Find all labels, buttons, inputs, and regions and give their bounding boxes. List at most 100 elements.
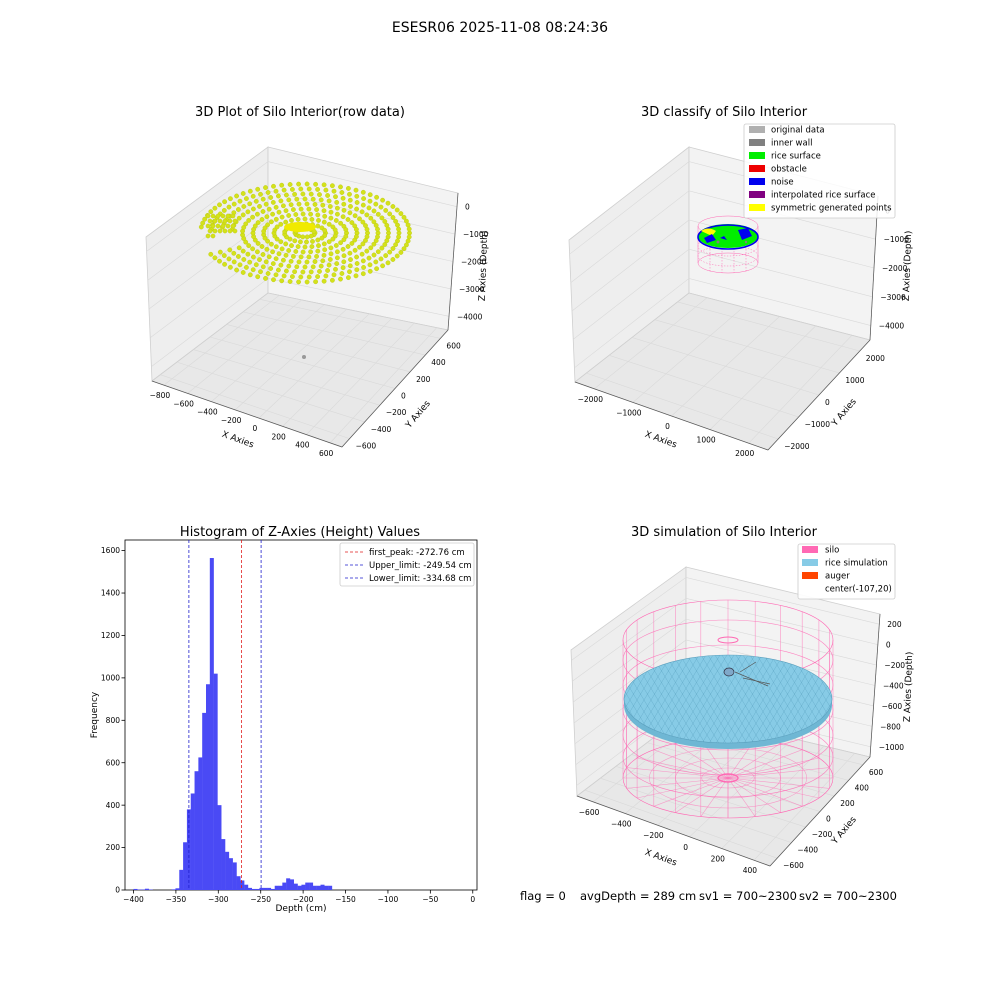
raw-x-tick-label: −200 xyxy=(221,416,242,425)
sim-z-tick-label: 0 xyxy=(886,641,891,650)
hist-y-ticks: 0 200 400 600 800 1000 1200 1400 1600 xyxy=(101,546,125,895)
cls-z-tick-label: −2000 xyxy=(882,264,908,273)
hist-y-tick-label: 1200 xyxy=(101,631,120,640)
raw-x-axis-line xyxy=(151,380,343,448)
status-line: flag = 0 avgDepth = 289 cm sv1 = 700~230… xyxy=(520,889,897,903)
hist-bar xyxy=(263,887,268,890)
raw-z-tick-label: 0 xyxy=(465,203,470,212)
hist-bar xyxy=(282,882,287,890)
hist-bar xyxy=(328,885,333,890)
hist-bar xyxy=(236,876,241,890)
hist-legend: first_peak: -272.76 cm Upper_limit: -249.… xyxy=(339,542,475,587)
cls-y-tick-label: −2000 xyxy=(784,442,810,451)
hist-x-tick-label: −250 xyxy=(250,895,271,904)
hist-reference-lines xyxy=(188,540,262,890)
classify-z-label: Z Axies (Depth) xyxy=(902,231,914,302)
hist-bar xyxy=(179,869,184,890)
classify-rice-surface xyxy=(697,224,759,250)
raw-x-tick-label: −800 xyxy=(150,391,171,400)
raw-z-ticks: 0 −1000 −2000 −3000 −4000 xyxy=(457,203,489,322)
hist-x-tick-label: −200 xyxy=(293,895,314,904)
status-sv1: sv1 = 700~2300 xyxy=(699,889,797,903)
sim-y-tick-label: 200 xyxy=(840,799,855,808)
hist-bar xyxy=(202,712,207,890)
hist-bar xyxy=(133,888,138,890)
classify-y-label: Y Axies xyxy=(830,397,859,429)
hist-bars xyxy=(133,558,333,890)
raw-y-tick-label: 400 xyxy=(431,358,446,367)
hist-bar xyxy=(175,888,180,890)
sim-x-tick-label: 400 xyxy=(743,866,758,875)
sim-title: 3D simulation of Silo Interior xyxy=(631,525,818,540)
classify-legend-swatch xyxy=(749,204,765,211)
figure-title: ESESR06 2025-11-08 08:24:36 xyxy=(392,20,608,36)
classify-legend-label: inner wall xyxy=(771,139,812,149)
classify-x-label: X Axies xyxy=(643,430,678,451)
hist-bar xyxy=(289,879,294,890)
sim-legend: silo rice simulation auger center(-107,20) xyxy=(797,543,896,600)
classify-y-axis-line xyxy=(767,339,871,451)
cls-z-tick-label: −1000 xyxy=(884,235,910,244)
cls-x-tick-label: 1000 xyxy=(697,436,716,445)
sim-x-label: X Axies xyxy=(643,848,678,869)
hist-y-tick-label: 1000 xyxy=(101,673,120,682)
sim-z-tick-label: −200 xyxy=(884,661,905,670)
hist-legend-label: Lower_limit: -334.68 cm xyxy=(369,574,471,584)
hist-bar xyxy=(301,884,306,890)
hist-x-tick-label: −300 xyxy=(208,895,229,904)
raw-y-label: Y Axies xyxy=(404,399,433,431)
hist-y-tick-label: 400 xyxy=(106,801,121,810)
panel-raw-3d: 3D Plot of Silo Interior(row data) −800−… xyxy=(145,105,490,458)
raw-y-axis-line xyxy=(341,329,449,448)
hist-x-ticks: −400 −350 −300 −250 −200 −150 −100 −50 0 xyxy=(123,890,475,904)
classify-legend: original data inner wall rice surface obsta… xyxy=(743,123,896,219)
sim-x-tick-label: −600 xyxy=(579,808,600,817)
raw-y-tick-label: −400 xyxy=(371,425,392,434)
sim-z-tick-label: −1000 xyxy=(879,743,905,752)
sim-legend-label: center(-107,20) xyxy=(825,585,892,595)
raw-title: 3D Plot of Silo Interior(row data) xyxy=(195,105,405,120)
hist-legend-label: first_peak: -272.76 cm xyxy=(369,548,465,558)
raw-z-tick-label: −4000 xyxy=(457,312,483,321)
raw-x-tick-label: −600 xyxy=(173,399,194,408)
hist-bar xyxy=(144,888,149,890)
raw-x-label: X Axies xyxy=(220,430,255,451)
hist-bar xyxy=(259,887,264,890)
hist-bar xyxy=(247,887,253,890)
classify-legend-swatch xyxy=(749,178,765,185)
hist-bar xyxy=(278,885,283,890)
hist-x-tick-label: 0 xyxy=(470,895,475,904)
cls-z-tick-label: −4000 xyxy=(879,322,905,331)
hist-bar xyxy=(316,885,321,890)
hist-legend-label: Upper_limit: -249.54 cm xyxy=(369,561,472,571)
cls-y-tick-label: 0 xyxy=(825,398,830,407)
raw-z-tick-label: −3000 xyxy=(459,285,485,294)
classify-legend-swatch xyxy=(749,139,765,146)
sim-y-label: Y Axies xyxy=(830,815,859,847)
sim-legend-swatch xyxy=(802,546,818,553)
sim-z-axis-line xyxy=(869,613,881,758)
hist-bar xyxy=(244,884,249,890)
hist-bar xyxy=(217,805,222,890)
raw-z-tick-label: −1000 xyxy=(463,230,489,239)
sim-z-tick-label: 200 xyxy=(887,620,902,629)
status-avg-depth: avgDepth = 289 cm xyxy=(580,889,696,903)
panel-simulation-3d: 3D simulation of Silo Interior −600−400−… xyxy=(570,525,915,875)
raw-x-tick-label: 200 xyxy=(271,432,286,441)
hist-x-tick-label: −50 xyxy=(422,895,438,904)
hist-bar xyxy=(213,673,218,890)
raw-y-tick-label: −200 xyxy=(386,408,407,417)
sim-x-tick-label: −200 xyxy=(643,831,664,840)
hist-bar xyxy=(255,888,260,890)
cls-y-tick-label: 1000 xyxy=(845,376,864,385)
classify-legend-swatch xyxy=(749,191,765,198)
hist-bar xyxy=(274,885,279,890)
sim-z-tick-label: −400 xyxy=(883,682,904,691)
sim-x-axis-line xyxy=(576,795,771,867)
hist-bar xyxy=(305,882,310,890)
hist-title: Histogram of Z-Axies (Height) Values xyxy=(180,525,420,540)
panel-classify-3d: 3D classify of Silo Interior xyxy=(568,105,914,458)
classify-legend-swatch xyxy=(749,165,765,172)
hist-bar xyxy=(312,885,317,890)
